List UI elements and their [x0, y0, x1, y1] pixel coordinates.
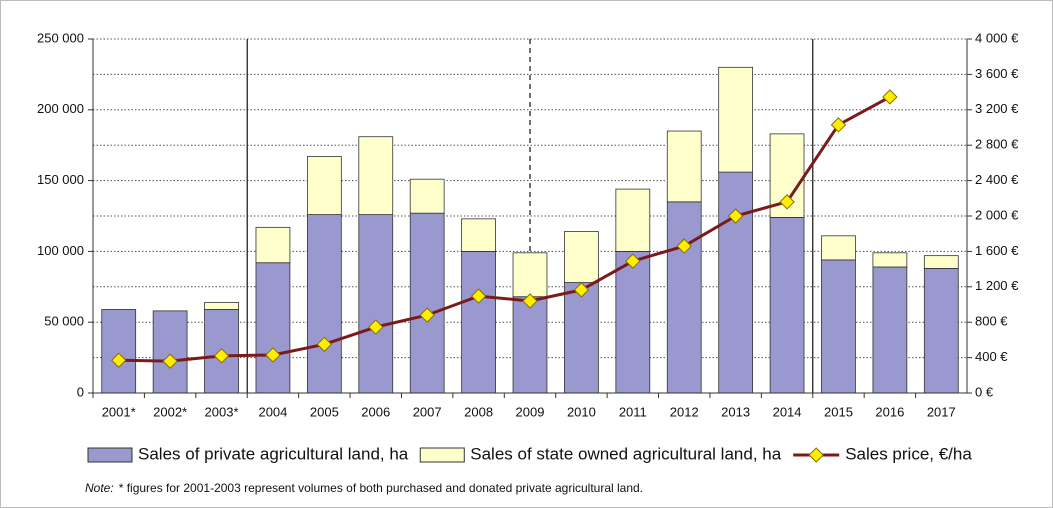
note-text: * figures for 2001-2003 represent volume… [119, 481, 643, 495]
bar [718, 66, 754, 173]
note-label: Note: [85, 481, 114, 495]
legend-item: Sales of private agricultural land, ha [87, 444, 409, 463]
y2-tick-label: 1 600 € [975, 243, 1019, 258]
legend-label: Sales of private agricultural land, ha [138, 444, 409, 463]
price-marker [470, 288, 487, 304]
price-marker [573, 282, 590, 298]
bar [461, 250, 496, 394]
x-tick-label: 2009 [516, 404, 545, 419]
bar [101, 309, 137, 394]
bar [512, 296, 548, 394]
y2-tick-label: 3 600 € [975, 66, 1019, 81]
price-line [118, 95, 891, 363]
bar [358, 214, 394, 394]
bar [255, 226, 291, 264]
price-marker [882, 89, 898, 105]
price-marker [727, 208, 744, 224]
price-marker [522, 293, 538, 309]
price-marker [265, 347, 281, 363]
y2-tick-label: 800 € [975, 314, 1008, 329]
x-tick-label: 2003* [205, 404, 239, 419]
y-tick-label: 200 000 [37, 101, 84, 116]
y-tick-label: 50 000 [44, 314, 84, 329]
x-tick-label: 2011 [619, 404, 647, 419]
x-tick-label: 2001* [102, 404, 136, 419]
bar [152, 310, 188, 394]
bar [409, 178, 445, 214]
price-marker [162, 353, 178, 369]
y2-tick-label: 0 € [975, 384, 994, 399]
price-marker [419, 307, 435, 323]
legend-label: Sales of state owned agricultural land, … [470, 444, 781, 463]
y2-tick-label: 1 200 € [975, 278, 1019, 293]
legend-swatch [87, 447, 133, 463]
note: Note: * figures for 2001-2003 represent v… [85, 481, 643, 495]
legend-item: Sales price, €/ha [793, 444, 972, 463]
x-tick-label: 2002* [153, 404, 187, 419]
y2-tick-label: 3 200 € [975, 101, 1019, 116]
bar [461, 218, 496, 252]
y2-tick-label: 2 800 € [975, 137, 1019, 152]
bar [718, 171, 754, 394]
bar [512, 252, 548, 298]
x-tick-label: 2016 [875, 404, 904, 419]
legend-item: Sales of state owned agricultural land, … [419, 444, 782, 463]
bar [615, 188, 651, 252]
legend-swatch [419, 447, 465, 463]
x-tick-label: 2008 [464, 404, 493, 419]
bar [666, 130, 702, 203]
x-tick-label: 2010 [567, 404, 596, 419]
price-marker [676, 238, 692, 254]
price-marker [830, 117, 847, 133]
bar [358, 136, 394, 215]
x-tick-label: 2004 [258, 404, 287, 419]
bar [923, 267, 959, 394]
x-tick-label: 2014 [773, 404, 802, 419]
x-tick-label: 2013 [721, 404, 750, 419]
price-marker [625, 253, 641, 269]
bar [666, 201, 702, 394]
bar [769, 217, 805, 394]
bar [821, 235, 856, 261]
price-marker [316, 336, 333, 353]
x-tick-label: 2017 [927, 404, 956, 419]
x-tick-label: 2012 [670, 404, 699, 419]
bar [923, 255, 959, 269]
bar [872, 252, 908, 268]
legend-label: Sales price, €/ha [845, 444, 972, 463]
bar [204, 301, 239, 310]
bar [306, 214, 342, 394]
y2-tick-label: 400 € [975, 349, 1008, 364]
x-tick-label: 2005 [310, 404, 339, 419]
bar [872, 266, 908, 394]
bar [564, 282, 599, 394]
price-marker [213, 348, 230, 364]
y-tick-label: 100 000 [37, 243, 84, 258]
x-tick-label: 2015 [824, 404, 853, 419]
price-marker [110, 352, 127, 368]
y-tick-label: 0 [77, 384, 84, 399]
y-tick-label: 250 000 [37, 30, 84, 45]
price-marker [368, 319, 384, 335]
bar [255, 262, 291, 394]
legend-marker [808, 447, 824, 463]
bar [615, 250, 651, 394]
x-tick-label: 2007 [413, 404, 442, 419]
x-tick-label: 2006 [361, 404, 390, 419]
bar [564, 231, 599, 283]
bar [306, 156, 342, 215]
bar [409, 212, 445, 394]
price-marker [779, 194, 795, 210]
bar [821, 259, 856, 394]
y2-tick-label: 2 400 € [975, 172, 1019, 187]
y2-tick-label: 4 000 € [975, 30, 1019, 45]
y-tick-label: 150 000 [37, 172, 84, 187]
y2-tick-label: 2 000 € [975, 207, 1019, 222]
